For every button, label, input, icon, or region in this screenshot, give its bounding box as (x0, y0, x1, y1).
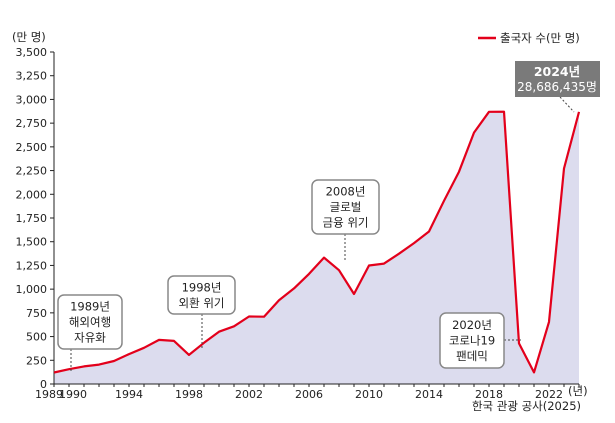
y-tick-label: 2,750 (16, 117, 48, 130)
x-tick-label: 1989 (35, 388, 63, 401)
y-tick-label: 1,750 (16, 212, 48, 225)
annotation-text: 팬데믹 (456, 349, 488, 363)
annotation-box (57, 294, 123, 350)
highlight-value: 28,686,435명 (517, 80, 597, 94)
y-tick-label: 500 (26, 331, 47, 344)
annotation-text: 외환 위기 (179, 296, 225, 310)
annotation-text: 글로벌 (330, 200, 362, 214)
x-tick-label: 2014 (415, 388, 443, 401)
annotation-text: 해외여행 (69, 315, 111, 329)
y-axis-label: (만 명) (12, 30, 46, 44)
series-line (53, 110, 581, 374)
y-tick-label: 3,000 (16, 93, 48, 106)
y-tick-label: 1,250 (16, 259, 48, 272)
annotation-text: 금융 위기 (323, 216, 369, 230)
legend: 출국자 수(만 명) (478, 31, 580, 45)
highlight-title: 2024년 (534, 64, 580, 79)
y-tick-label: 2,000 (16, 188, 48, 201)
annotation-box (311, 179, 380, 235)
y-tick-label: 2,500 (16, 141, 48, 154)
annotation-box (167, 275, 236, 315)
y-tick-label: 250 (26, 354, 47, 367)
highlight-box (515, 61, 600, 97)
annotation-text: 2008년 (326, 185, 366, 199)
x-tick-label: 2010 (355, 388, 383, 401)
annotation-text: 코로나19 (449, 334, 495, 348)
x-tick-label: 2002 (235, 388, 263, 401)
y-tick-label: 3,250 (16, 70, 48, 83)
x-tick-label: 1994 (115, 388, 143, 401)
x-tick-label: 2006 (295, 388, 323, 401)
y-tick-label: 0 (40, 378, 47, 391)
source-label: 한국 관광 공사(2025) (472, 399, 581, 413)
x-tick-label: 1998 (175, 388, 203, 401)
highlight-leader (559, 96, 575, 113)
annotation-box (439, 312, 505, 369)
annotation-text: 1989년 (70, 300, 110, 314)
x-tick-label: 2018 (475, 388, 503, 401)
annotation-text: 1998년 (182, 280, 222, 294)
annotation-text: 자유화 (74, 331, 106, 345)
y-tick-label: 1,500 (16, 236, 48, 249)
annotation-text: 2020년 (452, 318, 492, 332)
x-tick-label: 2022 (535, 388, 563, 401)
y-tick-label: 1,000 (16, 283, 48, 296)
y-tick-label: 2,250 (16, 165, 48, 178)
y-tick-label: 3,500 (16, 46, 48, 59)
y-tick-label: 750 (26, 307, 47, 320)
x-axis-label: (년) (568, 384, 588, 398)
y-axis: 0 250 500 750 1,000 1,250 1,500 1,750 2,000 2,250… (16, 46, 55, 391)
legend-label: 출국자 수(만 명) (500, 31, 580, 45)
x-tick-label: 1990 (59, 388, 87, 401)
